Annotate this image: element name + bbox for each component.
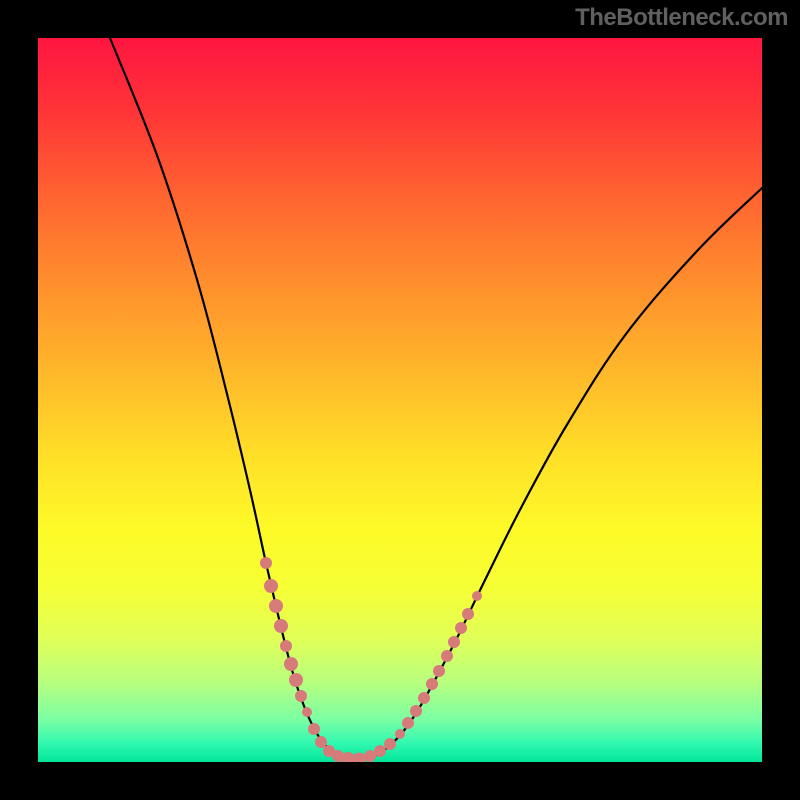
plot-area: [38, 38, 762, 762]
marker-point: [472, 591, 482, 601]
marker-point: [395, 729, 405, 739]
marker-point: [295, 690, 307, 702]
marker-point: [455, 622, 467, 634]
marker-point: [426, 678, 438, 690]
marker-point: [260, 557, 272, 569]
curve-layer: [38, 38, 762, 762]
marker-point: [352, 753, 366, 763]
marker-point: [280, 640, 292, 652]
marker-point: [433, 665, 445, 677]
marker-point: [462, 608, 474, 620]
curve-left-branch: [110, 38, 352, 760]
marker-point: [418, 692, 430, 704]
marker-point: [374, 745, 386, 757]
marker-point: [264, 579, 278, 593]
marker-point: [274, 619, 288, 633]
marker-point: [384, 738, 396, 750]
curve-right-branch: [352, 188, 762, 760]
marker-point: [441, 650, 453, 662]
marker-point: [448, 636, 460, 648]
marker-point: [308, 723, 320, 735]
marker-point: [410, 705, 422, 717]
watermark-text: TheBottleneck.com: [575, 4, 788, 32]
marker-point: [269, 599, 283, 613]
marker-group: [260, 557, 482, 762]
chart-container: TheBottleneck.com: [0, 0, 800, 800]
marker-point: [402, 717, 414, 729]
marker-point: [284, 657, 298, 671]
marker-point: [302, 707, 312, 717]
marker-point: [289, 673, 303, 687]
marker-point: [315, 736, 327, 748]
